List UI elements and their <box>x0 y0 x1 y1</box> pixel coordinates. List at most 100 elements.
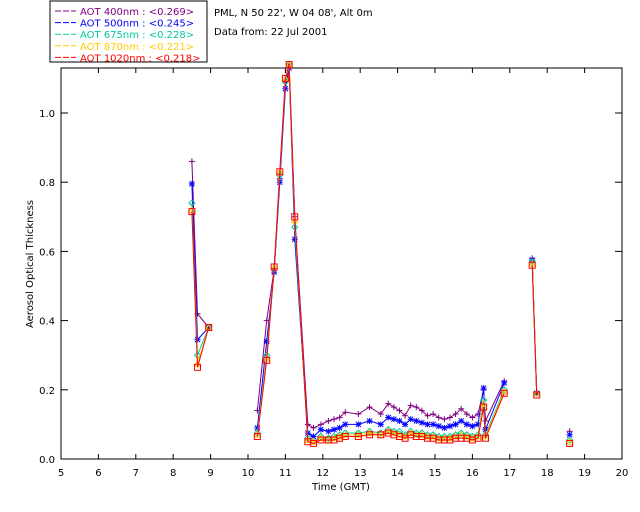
x-tick-label: 19 <box>578 468 591 479</box>
legend-entry: AOT 400nm : <0.269> <box>80 7 194 18</box>
data-point <box>418 407 425 414</box>
x-tick-label: 6 <box>95 468 101 479</box>
legend-box <box>49 0 208 63</box>
data-point <box>331 416 338 423</box>
data-point <box>446 414 453 421</box>
data-point <box>330 434 338 442</box>
data-point <box>331 426 338 433</box>
data-point <box>412 430 421 438</box>
data-point <box>341 433 349 441</box>
data-point <box>434 434 443 442</box>
data-point <box>452 411 459 418</box>
data-point <box>390 404 397 411</box>
data-point <box>205 324 213 332</box>
plot-frame <box>60 67 623 460</box>
x-tick-label: 14 <box>391 468 404 479</box>
data-point <box>462 432 471 440</box>
data-point <box>407 416 414 423</box>
data-point <box>430 411 437 418</box>
data-point <box>385 414 392 421</box>
data-point <box>317 421 324 428</box>
data-point <box>377 421 384 428</box>
legend-entry: AOT 1020nm : <0.218> <box>80 53 200 64</box>
data-point <box>309 437 318 445</box>
data-point <box>402 421 409 428</box>
x-tick-label: 15 <box>429 468 442 479</box>
x-tick-label: 8 <box>170 468 176 479</box>
data-series <box>188 60 574 447</box>
data-point <box>276 168 284 176</box>
data-point <box>396 407 403 414</box>
legend-entry: AOT 675nm : <0.228> <box>80 30 194 41</box>
x-tick-label: 16 <box>466 468 479 479</box>
data-point <box>457 429 465 437</box>
data-point <box>194 336 201 343</box>
data-point <box>469 414 476 421</box>
data-point <box>377 411 384 418</box>
data-point <box>528 261 536 269</box>
data-point <box>355 411 362 418</box>
data-point <box>469 423 476 430</box>
x-tick-label: 7 <box>133 468 139 479</box>
data-point <box>366 404 373 411</box>
data-point <box>406 429 415 437</box>
data-point <box>325 417 332 424</box>
data-point <box>479 396 488 404</box>
data-point <box>458 417 465 424</box>
data-point <box>336 424 343 431</box>
legend-entry: AOT 500nm : <0.245> <box>80 19 194 30</box>
data-point <box>424 412 431 419</box>
y-tick-label: 0.8 <box>39 178 55 189</box>
data-point <box>342 409 349 416</box>
data-point <box>303 435 312 443</box>
data-point <box>441 416 448 423</box>
x-tick-label: 5 <box>58 468 64 479</box>
data-point <box>480 403 488 411</box>
data-point <box>335 432 344 440</box>
data-point <box>423 432 432 440</box>
x-tick-label: 13 <box>354 468 367 479</box>
data-point <box>435 414 442 421</box>
y-tick-label: 0.0 <box>39 455 55 466</box>
data-point <box>413 404 420 411</box>
x-tick-label: 11 <box>279 468 292 479</box>
data-point <box>188 208 196 216</box>
data-point <box>446 434 454 442</box>
data-point <box>342 421 349 428</box>
data-point <box>474 432 482 440</box>
data-point <box>458 405 465 412</box>
y-tick-label: 0.4 <box>39 317 55 328</box>
data-point <box>463 411 470 418</box>
data-point <box>291 223 299 231</box>
x-axis-label: Time (GMT) <box>311 482 370 493</box>
data-point <box>480 385 487 392</box>
x-tick-label: 9 <box>207 468 213 479</box>
data-point <box>385 400 392 407</box>
data-point <box>395 430 404 438</box>
data-point <box>310 424 317 431</box>
x-tick-label: 10 <box>242 468 255 479</box>
x-tick-label: 17 <box>503 468 516 479</box>
data-point <box>435 423 442 430</box>
data-point <box>446 423 453 430</box>
x-tick-label: 20 <box>616 468 629 479</box>
data-point <box>396 417 403 424</box>
x-tick-label: 12 <box>316 468 329 479</box>
data-point <box>441 424 448 431</box>
legend: AOT 400nm : <0.269>AOT 500nm : <0.245>AO… <box>49 0 208 64</box>
data-point <box>463 421 470 428</box>
data-point <box>390 429 398 437</box>
data-point <box>566 439 574 447</box>
data-point <box>501 379 508 386</box>
data-point <box>188 158 195 165</box>
data-point <box>533 391 541 399</box>
data-point <box>325 428 332 435</box>
data-point <box>565 437 574 445</box>
data-point <box>457 430 466 438</box>
data-point <box>407 402 414 409</box>
data-point <box>440 434 449 442</box>
data-point <box>429 432 437 440</box>
series-4 <box>188 61 574 447</box>
x-tick-label: 18 <box>541 468 554 479</box>
